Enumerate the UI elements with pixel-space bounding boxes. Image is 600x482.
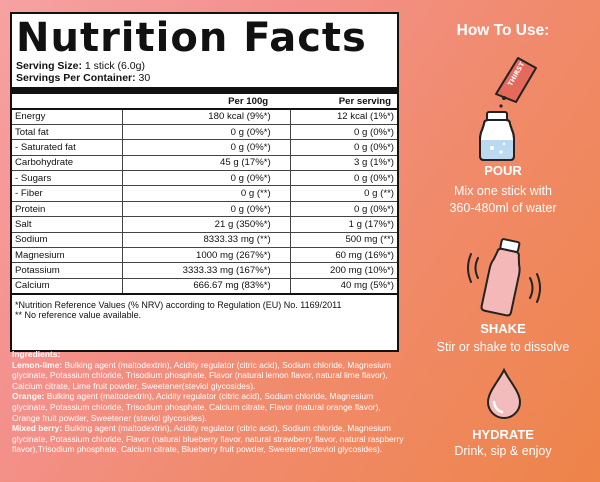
table-header-row: Per 100g Per serving bbox=[12, 94, 397, 110]
footnote-nrv: *Nutrition Reference Values (% NRV) acco… bbox=[15, 299, 342, 310]
table-row: Protein 0 g (0%*) 0 g (0%*) bbox=[12, 201, 397, 218]
per-serving-value: 0 g (**) bbox=[289, 185, 397, 202]
per-100g-value: 8333.33 mg (**) bbox=[121, 232, 291, 249]
table-row: Sodium 8333.33 mg (**) 500 mg (**) bbox=[12, 232, 397, 249]
nutrition-facts-title: Nutrition Facts bbox=[16, 15, 367, 61]
nutrient-name: Energy bbox=[12, 109, 122, 125]
nutrient-name: - Fiber bbox=[12, 185, 122, 202]
table-row: Carbohydrate 45 g (17%*) 3 g (1%*) bbox=[12, 155, 397, 172]
water-drop-icon bbox=[486, 368, 522, 419]
table-row: Energy 180 kcal (9%*) 12 kcal (1%*) bbox=[12, 109, 397, 125]
step-pour-title: POUR bbox=[484, 163, 522, 178]
nutrition-table-body: Energy 180 kcal (9%*) 12 kcal (1%*) Total f… bbox=[12, 109, 397, 295]
per-serving-value: 0 g (0%*) bbox=[289, 201, 397, 218]
ingredients-lemon-lime: Lemon-lime: Bulking agent (maltodextrin)… bbox=[12, 360, 410, 392]
flavor-ingredients: Bulking agent (maltodextrin), Acidity re… bbox=[12, 391, 381, 423]
step-shake-title: SHAKE bbox=[480, 321, 526, 336]
flavor-name: Orange: bbox=[12, 391, 45, 402]
step-hydrate-title: HYDRATE bbox=[472, 427, 534, 442]
table-header-per-serving: Per serving bbox=[290, 94, 397, 110]
per-100g-value: 3333.33 mg (167%*) bbox=[121, 262, 291, 279]
serving-size-label: Serving Size: bbox=[16, 60, 82, 72]
per-serving-value: 200 mg (10%*) bbox=[289, 262, 397, 279]
pour-bottle-icon: THIRST bbox=[479, 57, 537, 161]
table-row: Calcium 666.67 mg (83%*) 40 mg (5%*) bbox=[12, 278, 397, 295]
ingredients-orange: Orange: Bulking agent (maltodextrin), Ac… bbox=[12, 391, 410, 423]
nutrient-name: Magnesium bbox=[12, 247, 122, 264]
how-to-use-heading: How To Use: bbox=[456, 22, 550, 39]
per-serving-value: 1 g (17%*) bbox=[289, 216, 397, 233]
per-100g-value: 21 g (350%*) bbox=[121, 216, 291, 233]
per-serving-value: 40 mg (5%*) bbox=[289, 278, 397, 295]
footnote-no-ref: ** No reference value available. bbox=[15, 309, 142, 320]
thick-divider bbox=[12, 87, 397, 94]
step-hydrate-desc: Drink, sip & enjoy bbox=[454, 444, 552, 458]
per-100g-value: 180 kcal (9%*) bbox=[121, 109, 291, 125]
nutrient-name: - Saturated fat bbox=[12, 139, 122, 156]
stick-pack-icon: THIRST bbox=[495, 57, 537, 103]
nutrient-name: Carbohydrate bbox=[12, 155, 122, 172]
nutrient-name: Calcium bbox=[12, 278, 122, 295]
per-serving-value: 0 g (0%*) bbox=[289, 170, 397, 187]
per-serving-value: 500 mg (**) bbox=[289, 232, 397, 249]
per-100g-value: 0 g (0%*) bbox=[121, 201, 291, 218]
table-row: - Sugars 0 g (0%*) 0 g (0%*) bbox=[12, 170, 397, 187]
step-shake-desc: Stir or shake to dissolve bbox=[436, 340, 570, 354]
serving-size: Serving Size: 1 stick (6.0g) bbox=[12, 60, 397, 72]
nutrient-name: - Sugars bbox=[12, 170, 122, 187]
table-row: Potassium 3333.33 mg (167%*) 200 mg (10%*) bbox=[12, 262, 397, 279]
nutrient-name: Salt bbox=[12, 216, 122, 233]
ingredients-heading: Ingredients: bbox=[12, 349, 61, 359]
servings-per-container: Servings Per Container: 30 bbox=[12, 72, 397, 84]
nutrient-name: Total fat bbox=[12, 124, 122, 141]
servings-per-container-label: Servings Per Container: bbox=[16, 72, 136, 84]
serving-size-value: 1 stick (6.0g) bbox=[84, 60, 145, 72]
step-pour-desc-line-1: Mix one stick with bbox=[454, 184, 552, 198]
per-serving-value: 12 kcal (1%*) bbox=[289, 109, 397, 125]
per-100g-value: 0 g (0%*) bbox=[121, 170, 291, 187]
table-row: Salt 21 g (350%*) 1 g (17%*) bbox=[12, 216, 397, 233]
flavor-ingredients: Bulking agent (maltodextrin), Acidity re… bbox=[12, 359, 391, 391]
step-pour-desc-line-2: 360-480ml of water bbox=[449, 201, 557, 215]
flavor-name: Lemon-lime: bbox=[12, 359, 63, 370]
table-row: Total fat 0 g (0%*) 0 g (0%*) bbox=[12, 124, 397, 141]
table-row: Magnesium 1000 mg (267%*) 60 mg (16%*) bbox=[12, 247, 397, 264]
per-100g-value: 0 g (**) bbox=[121, 185, 291, 202]
per-100g-value: 45 g (17%*) bbox=[121, 155, 291, 172]
per-100g-value: 666.67 mg (83%*) bbox=[121, 278, 291, 295]
per-100g-value: 0 g (0%*) bbox=[121, 139, 291, 156]
shake-bottle-icon bbox=[467, 238, 541, 317]
nutrient-name: Potassium bbox=[12, 262, 122, 279]
per-serving-value: 0 g (0%*) bbox=[289, 139, 397, 156]
table-row: - Saturated fat 0 g (0%*) 0 g (0%*) bbox=[12, 139, 397, 156]
servings-per-container-value: 30 bbox=[138, 72, 151, 84]
ingredients-section: Ingredients: Lemon-lime: Bulking agent (… bbox=[12, 349, 410, 455]
nutrition-table: Per 100g Per serving Energy 180 kcal (9%*… bbox=[12, 94, 397, 295]
table-header-blank bbox=[12, 94, 122, 110]
nutrient-name: Protein bbox=[12, 201, 122, 218]
nutrition-facts-panel: Nutrition Facts Serving Size: 1 stick (6… bbox=[10, 12, 399, 352]
per-100g-value: 1000 mg (267%*) bbox=[121, 247, 291, 264]
flavor-name: Mixed berry: bbox=[12, 423, 63, 434]
table-header-per-100g: Per 100g bbox=[122, 94, 291, 110]
per-100g-value: 0 g (0%*) bbox=[121, 124, 291, 141]
nutrient-name: Sodium bbox=[12, 232, 122, 249]
flavor-ingredients: Bulking agent (maltodextrin), Acidity re… bbox=[12, 423, 404, 455]
per-serving-value: 60 mg (16%*) bbox=[289, 247, 397, 264]
table-row: - Fiber 0 g (**) 0 g (**) bbox=[12, 185, 397, 202]
per-serving-value: 0 g (0%*) bbox=[289, 124, 397, 141]
ingredients-mixed-berry: Mixed berry: Bulking agent (maltodextrin… bbox=[12, 423, 410, 455]
how-to-use-section: How To Use: THIRST POUR Mix one stick wi… bbox=[410, 0, 600, 482]
footnotes: *Nutrition Reference Values (% NRV) acco… bbox=[12, 295, 397, 320]
per-serving-value: 3 g (1%*) bbox=[289, 155, 397, 172]
